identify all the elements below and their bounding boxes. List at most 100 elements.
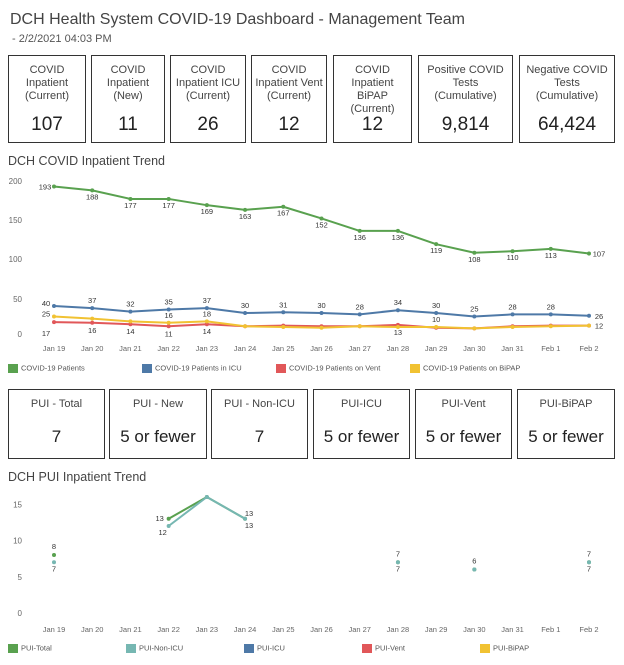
kpi-value: 5 or fewer (528, 427, 604, 446)
legend-swatch (276, 363, 286, 373)
kpi-label: COVID Inpatient Vent (Current) (255, 64, 323, 102)
data-point (281, 204, 286, 209)
legend-item-pui-non-icu[interactable]: PUI-Non-ICU (126, 643, 183, 653)
kpi-label: PUI-Vent (441, 398, 486, 410)
legend-swatch (362, 643, 372, 653)
data-point (472, 250, 477, 255)
data-label: 188 (86, 192, 99, 201)
legend-item-covid-vent[interactable]: COVID-19 Patients on Vent (276, 363, 380, 373)
data-label: 37 (88, 296, 96, 305)
data-label: 7 (52, 564, 56, 573)
data-label: 14 (126, 327, 134, 336)
data-point (52, 320, 56, 325)
data-point (52, 560, 56, 565)
kpi-card-covid-inpatient-new[interactable]: COVID Inpatient (New) 11 (91, 55, 165, 143)
data-label: 10 (432, 315, 440, 324)
kpi-card-covid-inpatient-icu[interactable]: COVID Inpatient ICU (Current) 26 (170, 55, 246, 143)
data-label: 30 (241, 301, 249, 310)
data-label: 26 (595, 312, 603, 321)
data-point (52, 304, 56, 308)
data-label: 16 (88, 326, 96, 335)
kpi-card-covid-inpatient-bipap[interactable]: COVID Inpatient BiPAP (Current) 12 (333, 55, 412, 143)
x-tick-label: Jan 29 (425, 344, 448, 353)
data-point (510, 312, 515, 317)
legend-swatch (142, 363, 152, 373)
x-tick-label: Feb 1 (541, 344, 560, 353)
x-tick-label: Jan 27 (348, 344, 371, 353)
kpi-card-pui-icu[interactable]: PUI-ICU 5 or fewer (313, 389, 410, 459)
kpi-card-negative-tests[interactable]: Negative COVID Tests (Cumulative) 64,424 (519, 55, 615, 143)
data-label: 16 (164, 311, 172, 320)
data-label: 177 (124, 201, 137, 210)
data-point (90, 306, 95, 311)
data-label: 113 (545, 251, 557, 260)
x-tick-label: Jan 24 (234, 344, 257, 353)
legend-item-pui-icu[interactable]: PUI-ICU (244, 643, 285, 653)
data-label: 31 (279, 300, 287, 309)
data-label: 13 (155, 514, 163, 523)
data-point (472, 314, 477, 319)
data-point (319, 325, 324, 330)
data-point (204, 319, 209, 324)
data-label: 7 (587, 564, 591, 573)
data-label: 12 (595, 322, 603, 331)
data-point (587, 313, 591, 318)
data-point (357, 228, 362, 233)
data-point (204, 322, 209, 327)
kpi-card-covid-inpatient-current[interactable]: COVID Inpatient (Current) 107 (8, 55, 86, 143)
legend-item-pui-vent[interactable]: PUI-Vent (362, 643, 405, 653)
data-label: 32 (126, 300, 134, 309)
kpi-card-pui-new[interactable]: PUI - New 5 or fewer (109, 389, 207, 459)
kpi-value: 7 (51, 427, 62, 446)
data-point (510, 249, 515, 254)
data-point (52, 553, 56, 557)
kpi-card-pui-bipap[interactable]: PUI-BiPAP 5 or fewer (517, 389, 615, 459)
x-tick-label: Jan 27 (348, 625, 371, 634)
data-label: 28 (356, 302, 364, 311)
data-label: 136 (353, 233, 366, 242)
data-point (472, 326, 477, 331)
data-point (90, 320, 95, 325)
data-point (319, 311, 324, 315)
data-label: 11 (165, 329, 173, 338)
kpi-card-covid-inpatient-vent[interactable]: COVID Inpatient Vent (Current) 12 (251, 55, 327, 143)
data-label: 167 (277, 209, 290, 218)
y-tick-label: 200 (9, 177, 23, 186)
legend-item-covid-icu[interactable]: COVID-19 Patients in ICU (142, 363, 242, 373)
kpi-card-pui-vent[interactable]: PUI-Vent 5 or fewer (415, 389, 512, 459)
data-label: 37 (203, 296, 211, 305)
y-tick-label: 10 (13, 537, 22, 546)
data-point (587, 560, 591, 565)
x-tick-label: Jan 26 (310, 344, 333, 353)
legend-label: COVID-19 Patients on Vent (289, 363, 381, 373)
legend-item-covid-bipap[interactable]: COVID-19 Patients on BiPAP (410, 363, 520, 373)
data-label: 110 (507, 253, 519, 262)
data-label: 152 (315, 220, 328, 229)
x-tick-label: Jan 25 (272, 344, 295, 353)
data-point (395, 228, 400, 233)
data-point (395, 308, 400, 313)
data-point (548, 324, 553, 329)
y-tick-label: 50 (13, 295, 22, 304)
data-point (434, 311, 439, 315)
data-point (243, 324, 248, 329)
data-point (166, 320, 171, 325)
data-point (434, 242, 439, 247)
x-tick-label: Jan 22 (157, 344, 180, 353)
kpi-card-pui-total[interactable]: PUI - Total 7 (8, 389, 105, 459)
legend-item-covid-patients[interactable]: COVID-19 Patients (8, 363, 85, 373)
data-point (548, 246, 553, 251)
data-point (128, 319, 133, 324)
legend-label: PUI-Non-ICU (139, 643, 184, 653)
legend-item-pui-bipap[interactable]: PUI-BiPAP (480, 643, 529, 653)
data-point (128, 196, 133, 201)
data-label: 177 (162, 201, 175, 210)
x-tick-label: Jan 30 (463, 625, 486, 634)
kpi-card-pui-non-icu[interactable]: PUI - Non-ICU 7 (211, 389, 308, 459)
x-tick-label: Jan 31 (501, 625, 524, 634)
kpi-card-positive-tests[interactable]: Positive COVID Tests (Cumulative) 9,814 (418, 55, 513, 143)
legend-item-pui-total[interactable]: PUI-Total (8, 643, 52, 653)
pui-trend-legend: PUI-Total PUI-Non-ICU PUI-ICU PUI-Vent P… (8, 643, 618, 655)
data-point (357, 324, 362, 329)
data-point (281, 325, 286, 329)
